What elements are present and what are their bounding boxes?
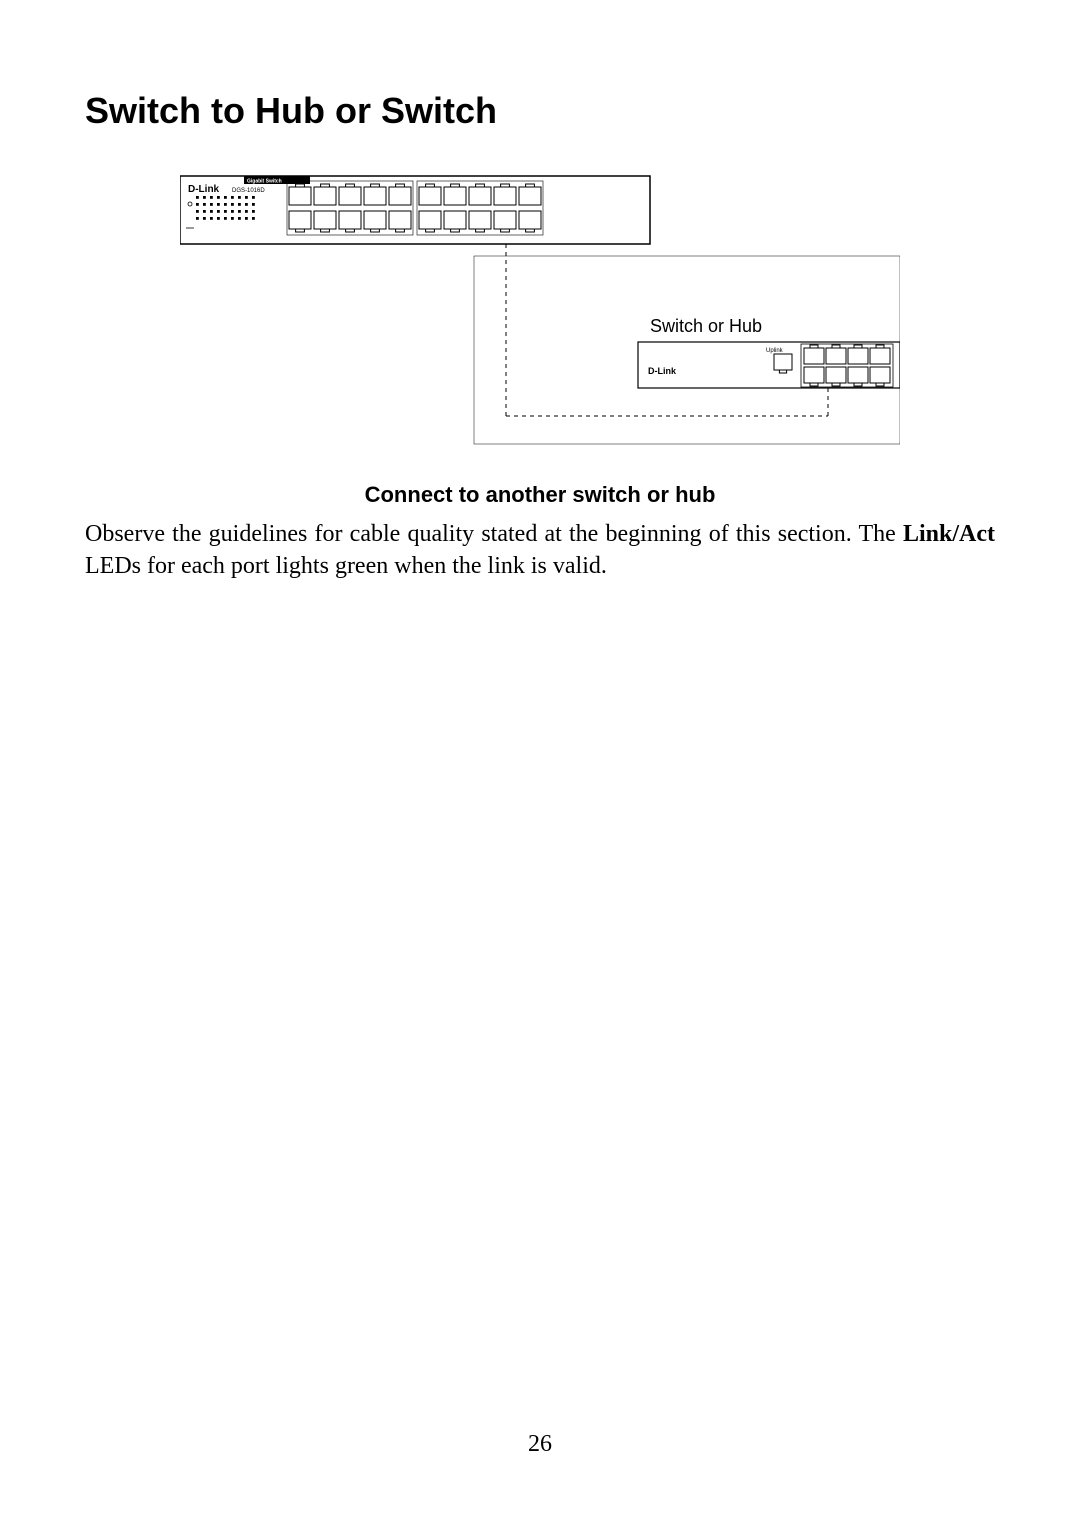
body-text-suffix: LEDs for each port lights green when the… [85, 553, 607, 579]
svg-text:D-Link: D-Link [188, 184, 220, 195]
svg-text:Uplink: Uplink [766, 348, 784, 354]
diagram-container: Gigabit Switch D-Link DGS-1016D Switch or H… [85, 172, 995, 452]
connection-diagram: Gigabit Switch D-Link DGS-1016D Switch or H… [180, 172, 900, 452]
figure-caption: Connect to another switch or hub [85, 482, 995, 508]
svg-text:Gigabit Switch: Gigabit Switch [247, 179, 282, 185]
svg-text:DGS-1016D: DGS-1016D [232, 188, 265, 194]
page-number: 26 [0, 1431, 1080, 1458]
body-text-prefix: Observe the guidelines for cable quality… [85, 521, 903, 547]
svg-text:Switch or Hub: Switch or Hub [650, 316, 762, 336]
page-heading: Switch to Hub or Switch [85, 90, 995, 132]
body-paragraph: Observe the guidelines for cable quality… [85, 518, 995, 583]
body-text-bold: Link/Act [903, 521, 995, 547]
svg-text:D-Link: D-Link [648, 366, 677, 376]
